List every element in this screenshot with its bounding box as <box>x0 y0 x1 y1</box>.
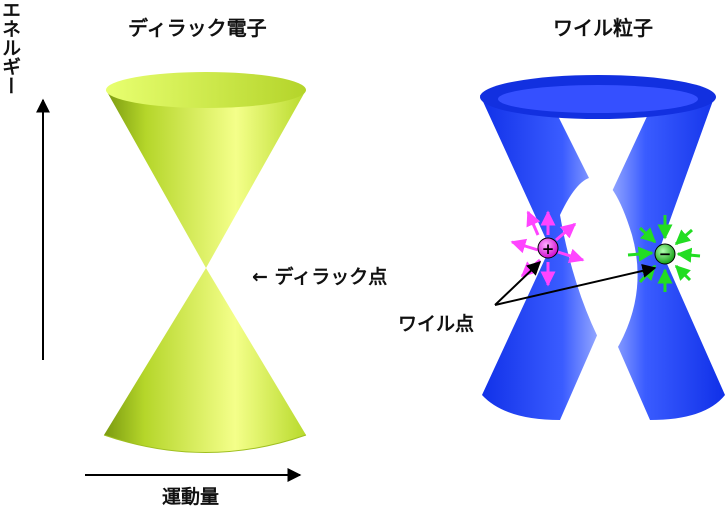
weyl-cones <box>480 75 725 420</box>
momentum-axis-label: 運動量 <box>162 486 220 508</box>
energy-axis-label: エネルギー <box>0 0 21 95</box>
weyl-label-arrow-1 <box>494 261 542 306</box>
weyl-point-negative: − <box>627 215 701 292</box>
minus-charge: − <box>659 245 672 263</box>
dirac-cone <box>103 72 307 453</box>
plus-charge: + <box>542 240 555 258</box>
weyl-point-positive: + <box>510 210 585 287</box>
weyl-point-label: ワイル点 <box>398 313 475 335</box>
weyl-label-arrow-2 <box>494 264 657 306</box>
weyl-particle-title: ワイル粒子 <box>553 16 653 40</box>
dirac-electron-title: ディラック電子 <box>128 16 267 40</box>
dirac-point-label: ← ディラック点 <box>252 266 388 288</box>
